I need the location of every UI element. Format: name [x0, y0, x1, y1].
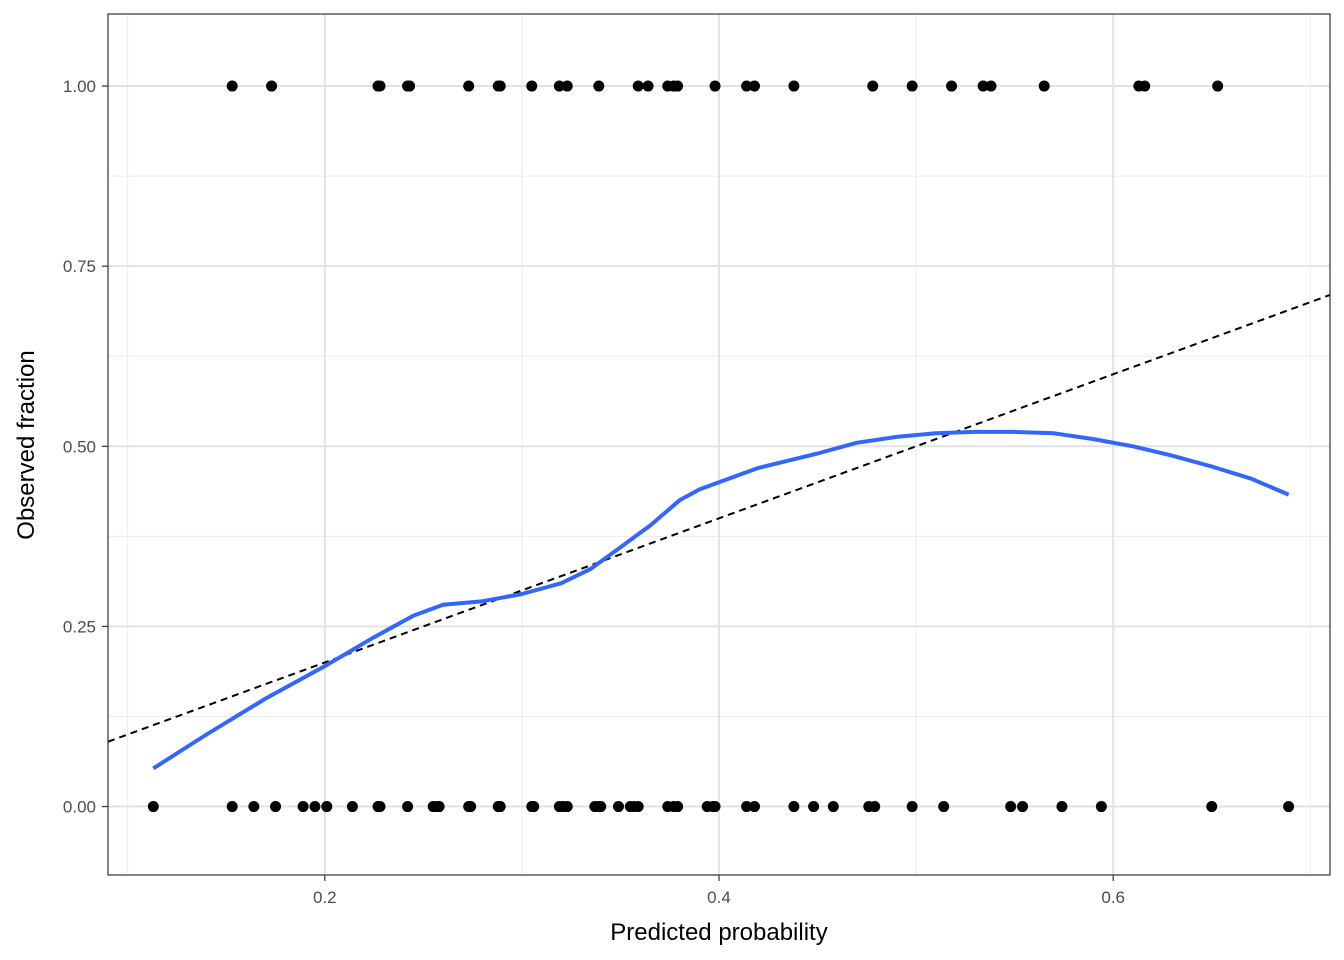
- data-point: [938, 801, 950, 813]
- data-point: [1038, 80, 1050, 92]
- data-point: [553, 80, 565, 92]
- data-point: [869, 801, 881, 813]
- data-point: [561, 801, 573, 813]
- data-point: [867, 80, 879, 92]
- y-tick-label: 0.75: [63, 257, 96, 276]
- smooth-line-layer: [152, 429, 1290, 771]
- data-point: [827, 801, 839, 813]
- data-point: [374, 80, 386, 92]
- data-point: [741, 80, 753, 92]
- data-point: [309, 801, 321, 813]
- y-tick-label: 1.00: [63, 77, 96, 96]
- data-point: [1095, 801, 1107, 813]
- reference-line-layer: [107, 294, 1331, 743]
- data-point: [906, 80, 918, 92]
- data-point: [494, 80, 506, 92]
- x-axis-title: Predicted probability: [610, 919, 827, 946]
- y-axis: 0.00 0.25 0.50 0.75 1.00: [63, 77, 108, 817]
- data-point: [402, 801, 414, 813]
- data-point: [632, 80, 644, 92]
- data-point: [788, 80, 800, 92]
- data-point: [906, 801, 918, 813]
- data-point: [1139, 80, 1151, 92]
- smooth-fit-line: [152, 429, 1290, 771]
- data-point: [593, 80, 605, 92]
- data-point: [561, 80, 573, 92]
- data-point: [632, 801, 644, 813]
- data-point: [946, 80, 958, 92]
- x-tick-label: 0.2: [313, 888, 337, 907]
- y-tick-label: 0.50: [63, 437, 96, 456]
- data-point: [642, 80, 654, 92]
- y-axis-title: Observed fraction: [13, 350, 40, 539]
- data-point: [494, 801, 506, 813]
- data-point: [346, 801, 358, 813]
- data-point: [1017, 801, 1029, 813]
- data-point: [248, 801, 260, 813]
- data-point: [1212, 80, 1224, 92]
- data-point: [270, 801, 282, 813]
- data-point: [709, 801, 721, 813]
- data-point: [709, 80, 721, 92]
- data-point: [1206, 801, 1218, 813]
- data-point: [672, 80, 684, 92]
- data-point: [463, 80, 475, 92]
- data-point: [297, 801, 309, 813]
- data-point: [1056, 801, 1068, 813]
- data-point: [612, 801, 624, 813]
- data-point: [985, 80, 997, 92]
- y-tick-label: 0.25: [63, 617, 96, 636]
- data-point: [374, 801, 386, 813]
- x-tick-label: 0.6: [1101, 888, 1125, 907]
- data-point: [748, 80, 760, 92]
- data-point: [1283, 801, 1295, 813]
- data-point: [595, 801, 607, 813]
- data-point: [672, 801, 684, 813]
- data-point: [433, 801, 445, 813]
- data-point: [526, 80, 538, 92]
- data-point: [1005, 801, 1017, 813]
- data-point: [528, 801, 540, 813]
- points-layer: [147, 80, 1295, 813]
- reference-diagonal-line: [107, 294, 1331, 743]
- data-point: [147, 801, 159, 813]
- data-point: [404, 80, 416, 92]
- data-point: [741, 801, 753, 813]
- x-axis: 0.2 0.4 0.6: [313, 875, 1125, 907]
- data-point: [788, 801, 800, 813]
- data-point: [321, 801, 333, 813]
- data-point: [226, 801, 238, 813]
- data-point: [808, 801, 820, 813]
- data-point: [977, 80, 989, 92]
- x-tick-label: 0.4: [707, 888, 731, 907]
- data-point: [266, 80, 278, 92]
- data-point: [226, 80, 238, 92]
- y-tick-label: 0.00: [63, 798, 96, 817]
- data-point: [748, 801, 760, 813]
- data-point: [465, 801, 477, 813]
